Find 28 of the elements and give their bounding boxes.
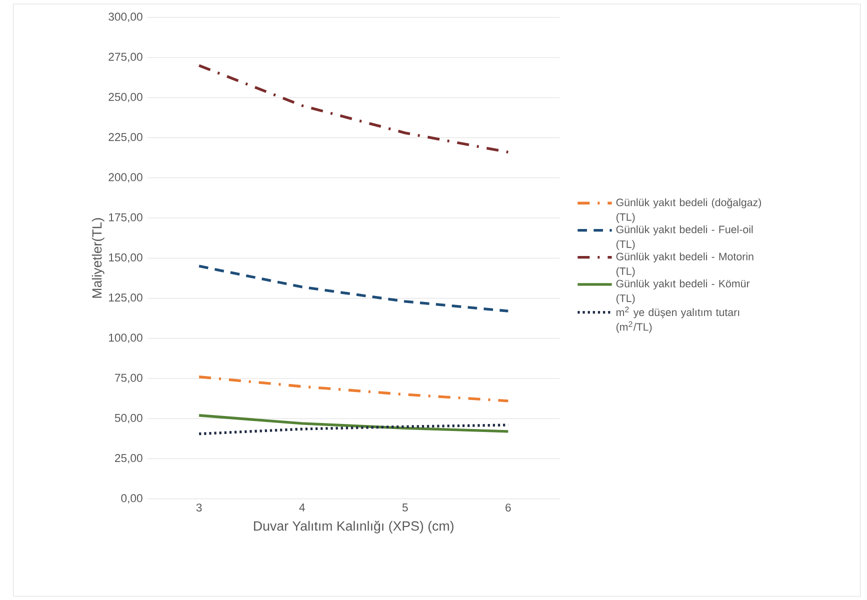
y-tick-label: 275,00 — [108, 52, 142, 62]
x-axis-title: Duvar Yalıtım Kalınlığı (XPS) (cm) — [254, 520, 454, 534]
y-tick-label: 175,00 — [109, 213, 142, 223]
x-tick-label: 5 — [402, 503, 408, 512]
legend-label: m$^{2}$ ye düşen yalıtım tutarı (m$^{2}$/TL) — [616, 306, 740, 333]
legend-label: Günlük yakıt bedeli - Kömür (TL) — [616, 279, 750, 304]
line-series — [198, 64, 510, 154]
y-tick-label: 25,00 — [115, 454, 142, 464]
x-tick-label: 3 — [196, 503, 202, 512]
legend-label: Günlük yakıt bedeli - Motorin (TL) — [616, 252, 754, 277]
y-tick-label: 150,00 — [109, 253, 142, 263]
y-tick-label: 300,00 — [108, 12, 142, 22]
legend-label: Günlük yakıt bedeli (doğalgaz) (TL) — [616, 198, 762, 223]
y-tick-label: 50,00 — [114, 414, 142, 424]
x-tick-label: 6 — [506, 503, 511, 512]
x-tick-label: 4 — [299, 503, 305, 512]
y-tick-label: 75,00 — [115, 374, 142, 384]
legend-label: Günlük yakıt bedeli - Fuel-oil (TL) — [616, 225, 753, 250]
y-tick-label: 100,00 — [109, 334, 142, 343]
line-series — [198, 264, 510, 312]
y-axis-title: Maliyetler(TL) — [92, 218, 104, 298]
y-tick-label: 250,00 — [108, 92, 142, 102]
y-tick-label: 200,00 — [108, 173, 142, 182]
y-tick-label: 0,00 — [121, 494, 142, 504]
line-series — [198, 375, 510, 402]
line-series — [198, 414, 510, 433]
y-tick-label: 225,00 — [108, 132, 142, 142]
y-tick-label: 125,00 — [109, 293, 142, 303]
